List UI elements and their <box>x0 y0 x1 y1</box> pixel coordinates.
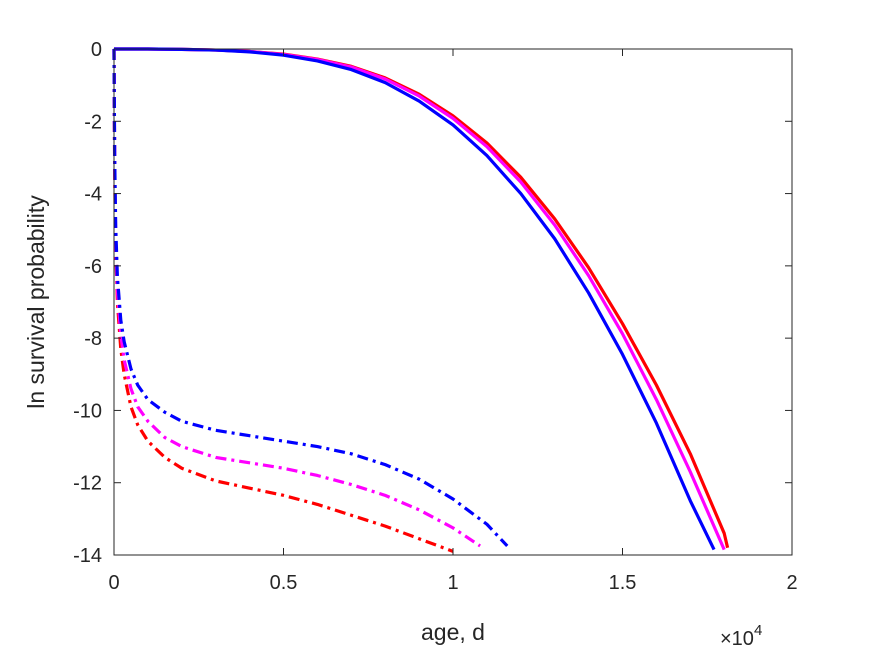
y-tick-label: -6 <box>84 256 102 278</box>
x-axis-label: age, d <box>421 619 485 645</box>
y-tick-label: -4 <box>84 184 102 206</box>
y-axis-ticks: 0 -2 -4 -6 -8 -10 -12 -14 <box>73 39 792 567</box>
series-line-dashdot-5 <box>112 48 509 548</box>
y-axis-label: ln survival probability <box>23 195 49 409</box>
y-tick-label: -10 <box>73 400 102 422</box>
plot-background <box>114 49 792 555</box>
x-axis-ticks: 0 0.5 1 1.5 2 <box>108 49 798 594</box>
x-tick-label: 0.5 <box>270 572 298 594</box>
series-layer <box>112 47 730 553</box>
x-tick-label: 2 <box>786 572 797 594</box>
x-tick-label: 1.5 <box>609 572 637 594</box>
x-multiplier-label: ×104 <box>720 622 762 650</box>
y-tick-label: -2 <box>84 111 102 133</box>
x-tick-label: 0 <box>108 572 119 594</box>
y-tick-label: -8 <box>84 328 102 350</box>
x-tick-label: 1 <box>447 572 458 594</box>
x-multiplier-exponent: 4 <box>754 622 762 639</box>
series-line-dashdot-3 <box>112 48 454 553</box>
series-line-solid-2 <box>114 47 716 551</box>
x-multiplier-base: ×10 <box>720 628 754 650</box>
y-tick-label: -12 <box>73 473 102 495</box>
y-tick-label: -14 <box>73 545 102 567</box>
y-tick-label: 0 <box>91 39 102 61</box>
